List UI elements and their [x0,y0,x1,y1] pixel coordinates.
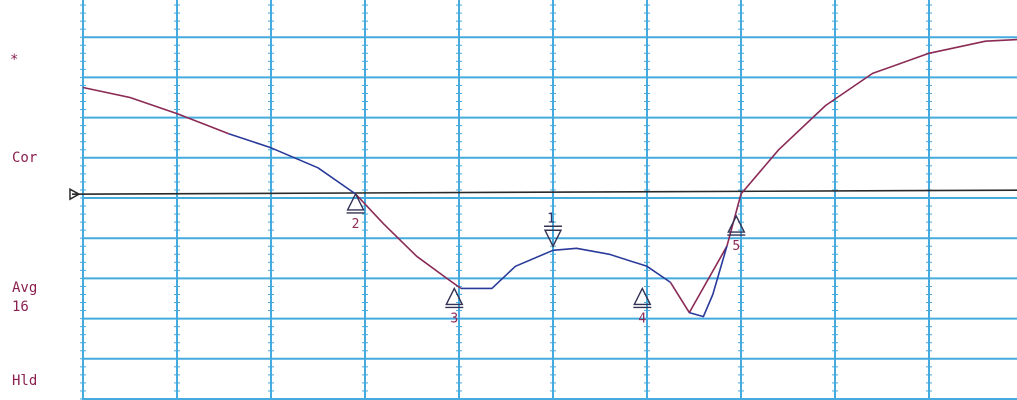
trace-segment [460,247,671,290]
cor-label: Cor [12,150,37,166]
reference-arrow-icon [69,187,81,201]
graticule [80,0,1017,400]
marker-number: 3 [450,311,458,326]
marker-number: 2 [352,217,360,232]
side-labels: * Cor Avg 16 Hld [10,52,37,389]
marker-triangle-up [445,286,464,306]
marker-triangle-up [727,214,746,233]
trace-segment [689,245,728,318]
trace-segment [355,193,462,290]
reference-level [69,187,1017,201]
marker-number: 5 [732,239,740,254]
marker-number: 1 [547,211,555,226]
hld-label: Hld [12,373,37,389]
star-indicator: * [10,52,18,68]
trace-segment [82,86,229,135]
markers: 1 2 3 4 5 [346,192,746,326]
marker-number: 4 [638,311,646,326]
marker-triangle-up [633,286,652,306]
reference-line [71,189,1017,195]
marker-triangle-up [346,192,365,211]
trace-segment [228,132,357,195]
avg-count-label: 16 [12,299,29,315]
marker-triangle-down [543,229,563,248]
trace-segment [740,38,1017,195]
avg-label: Avg [12,280,37,296]
